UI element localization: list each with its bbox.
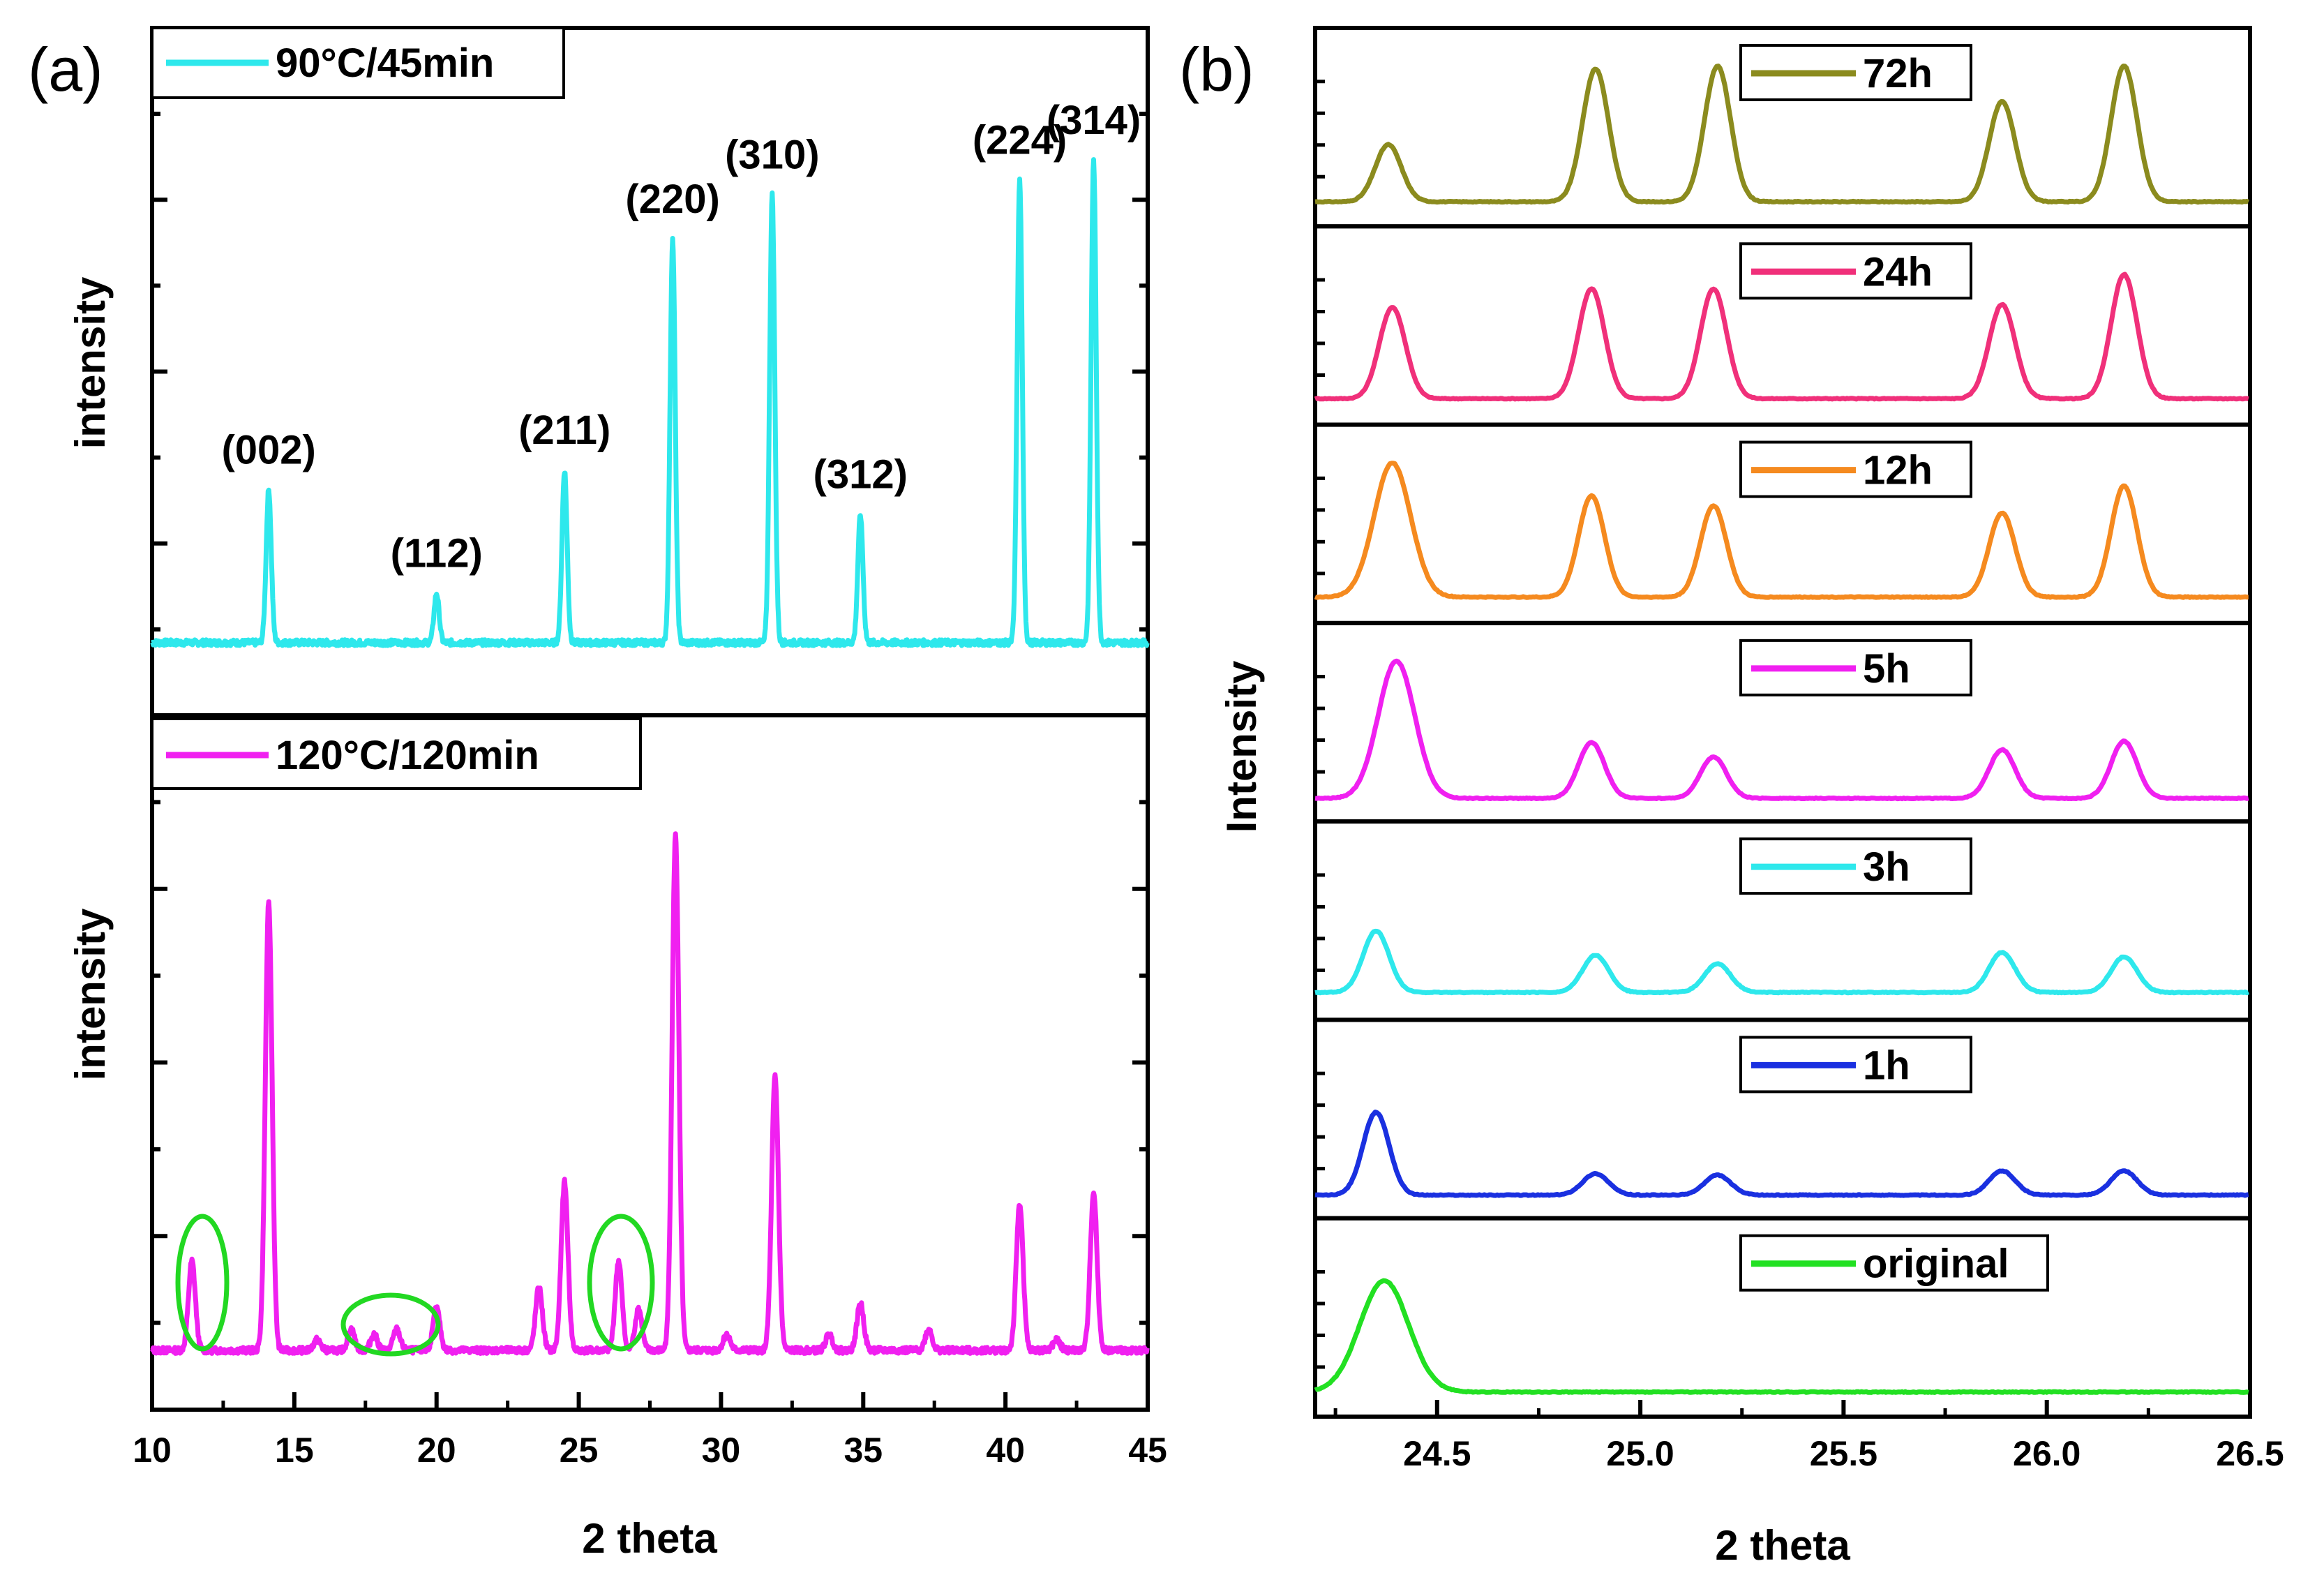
x-tick-label: 15: [275, 1431, 314, 1470]
legend-label: 90°C/45min: [276, 40, 494, 86]
panel-a-bottom-y-ticks: [152, 800, 1148, 1325]
legend-label: 1h: [1863, 1043, 1910, 1088]
x-tick-label: 25.5: [1810, 1434, 1877, 1473]
panel-b-x-axis-title: 2 theta: [1715, 1522, 1850, 1569]
legend-label: 24h: [1863, 249, 1933, 294]
peak-label: (112): [391, 530, 483, 576]
panel-a-top-y-axis-title: intensity: [67, 276, 114, 449]
series-line-1h: [1314, 1110, 2249, 1198]
peak-label: (314): [1047, 98, 1141, 143]
panel-a-top-subplot: (002) (112) (211) (220)(310) (312) (224)(314)…: [67, 26, 1150, 717]
subplot-72h: 72h: [1313, 26, 2252, 229]
subplot-1h: 1h: [1313, 1017, 2252, 1221]
panel-a-top-y-ticks: [152, 112, 1148, 632]
x-tick-label: 35: [844, 1431, 883, 1470]
peak-label: (211): [518, 408, 610, 453]
x-tick-label: 26.5: [2216, 1434, 2284, 1473]
peak-label: (310): [725, 133, 819, 178]
subplot-frame: [1313, 1216, 2252, 1419]
peak-labels: (002) (112) (211) (220)(310) (312) (224)(314): [221, 98, 1141, 576]
peak-label: (220): [625, 177, 719, 222]
panel-a-bottom-y-axis-title: intensity: [67, 908, 114, 1080]
series-line-120c-120min: [149, 831, 1150, 1356]
subplot-12h: 12h: [1313, 422, 2252, 625]
x-tick-label: 24.5: [1403, 1434, 1471, 1473]
panel-a-x-ticks: 10 15 20 25 30 35 40 45: [133, 1392, 1167, 1470]
peak-label: (312): [814, 452, 908, 498]
legend-box: [1739, 1234, 2049, 1292]
legend-120c-120min: 120°C/120min: [151, 717, 642, 790]
x-tick-label: 10: [133, 1431, 172, 1470]
legend-90c-45min: 90°C/45min: [151, 27, 565, 99]
panel-a-x-axis-title: 2 theta: [582, 1515, 717, 1562]
legend-label: 120°C/120min: [276, 733, 539, 778]
legend-label: 3h: [1863, 844, 1910, 890]
highlight-ellipse-1: [175, 1214, 230, 1352]
subplot-24h: 24h: [1313, 224, 2252, 427]
legend-label: 72h: [1863, 51, 1933, 96]
series-line-5h: [1314, 658, 2249, 802]
series-line-3h: [1314, 928, 2250, 996]
series-line-90c-45min: [150, 157, 1150, 648]
panel-b-stacked-plots: 72h 24h 12h 5h 3h 1h original: [1313, 26, 2252, 1419]
subplot-5h: 5h: [1313, 620, 2252, 824]
panel-a-bottom-subplot: 120°C/120min intensity: [67, 713, 1150, 1412]
peak-label: (224): [973, 117, 1067, 163]
peak-label: (002): [221, 427, 315, 472]
x-tick-label: 45: [1128, 1431, 1167, 1470]
x-tick-label: 25.0: [1606, 1434, 1674, 1473]
legend-label: 12h: [1863, 448, 1933, 493]
panel-b-x-ticks: 24.5 25.0 25.5 26.0 26.5: [1333, 1400, 2284, 1473]
panel-a: (002) (112) (211) (220)(310) (312) (224)(314)…: [67, 26, 1167, 1562]
x-tick-label: 25: [560, 1431, 599, 1470]
legend-label: 5h: [1863, 646, 1910, 692]
x-tick-label: 26.0: [2013, 1434, 2081, 1473]
x-tick-label: 30: [702, 1431, 741, 1470]
panel-a-label: (a): [28, 35, 103, 104]
x-tick-label: 40: [986, 1431, 1025, 1470]
series-line-original: [1314, 1278, 2249, 1395]
panel-b-y-axis-title: Intensity: [1218, 660, 1265, 833]
subplot-3h: 3h: [1313, 819, 2252, 1022]
panel-b: 72h 24h 12h 5h 3h 1h original 24.5 25.0 25.5 26.0…: [1218, 26, 2284, 1569]
subplot-original: original: [1313, 1216, 2252, 1419]
series-line-24h: [1314, 271, 2249, 402]
highlight-ellipse-3: [587, 1214, 655, 1352]
legend-label: original: [1863, 1241, 2009, 1287]
highlight-ellipse-2: [340, 1292, 441, 1357]
panel-b-label: (b): [1179, 35, 1254, 104]
x-tick-label: 20: [417, 1431, 456, 1470]
series-line-72h: [1314, 64, 2250, 205]
series-line-12h: [1314, 461, 2249, 600]
